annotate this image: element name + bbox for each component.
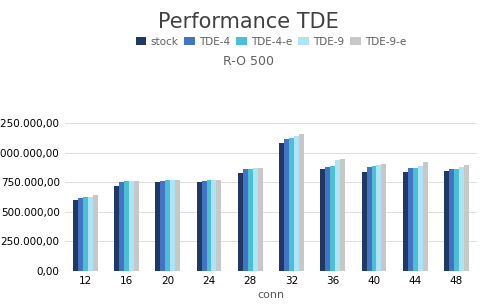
Bar xyxy=(129,181,134,271)
Bar xyxy=(331,166,335,271)
Bar xyxy=(408,168,413,271)
Bar xyxy=(321,169,326,271)
Bar xyxy=(335,160,340,271)
Bar xyxy=(289,138,294,271)
Bar xyxy=(381,164,386,271)
Bar xyxy=(248,169,252,271)
Bar xyxy=(197,182,202,271)
Bar xyxy=(413,168,417,271)
Legend: stock, TDE-4, TDE-4-e, TDE-9, TDE-9-e: stock, TDE-4, TDE-4-e, TDE-9, TDE-9-e xyxy=(136,37,406,47)
Bar xyxy=(202,180,207,271)
Bar xyxy=(279,143,284,271)
Bar xyxy=(417,166,422,271)
Bar xyxy=(367,167,372,271)
Bar xyxy=(83,197,87,271)
Bar xyxy=(156,182,161,271)
Bar xyxy=(454,169,459,271)
Bar xyxy=(294,136,299,271)
Bar xyxy=(161,181,166,271)
Bar xyxy=(73,200,78,271)
Bar xyxy=(134,180,139,271)
X-axis label: conn: conn xyxy=(257,290,284,300)
Bar xyxy=(299,134,304,271)
Text: R-O 500: R-O 500 xyxy=(223,55,274,68)
Bar xyxy=(119,182,124,271)
Bar xyxy=(376,164,381,271)
Bar xyxy=(114,186,119,271)
Bar xyxy=(444,171,449,271)
Bar xyxy=(175,180,180,271)
Bar xyxy=(372,166,376,271)
Bar xyxy=(284,139,289,271)
Bar xyxy=(459,167,464,271)
Bar xyxy=(166,180,170,271)
Bar xyxy=(207,180,211,271)
Bar xyxy=(216,180,221,271)
Bar xyxy=(238,173,243,271)
Bar xyxy=(340,159,345,271)
Bar xyxy=(170,180,175,271)
Text: Performance TDE: Performance TDE xyxy=(158,12,339,32)
Bar xyxy=(243,169,248,271)
Bar xyxy=(464,164,469,271)
Bar xyxy=(252,168,257,271)
Bar xyxy=(257,168,262,271)
Bar xyxy=(92,195,97,271)
Bar xyxy=(326,167,331,271)
Bar xyxy=(124,181,129,271)
Bar xyxy=(78,198,83,271)
Bar xyxy=(211,180,216,271)
Bar xyxy=(422,162,427,271)
Bar xyxy=(403,172,408,271)
Bar xyxy=(362,172,367,271)
Bar xyxy=(449,169,454,271)
Bar xyxy=(87,197,92,271)
